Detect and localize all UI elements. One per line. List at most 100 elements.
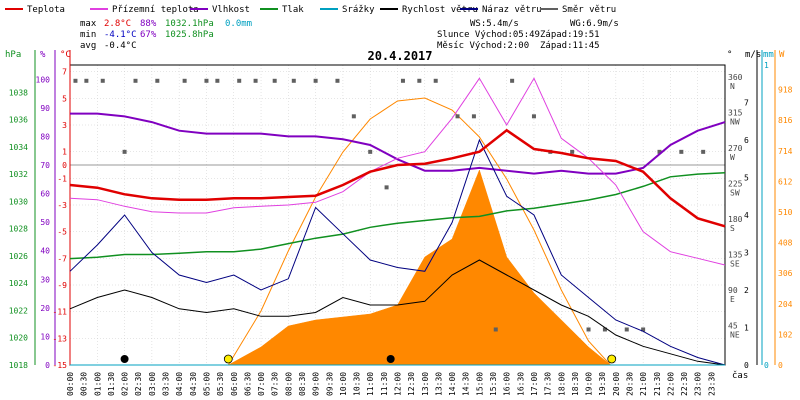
wind-direction-point [400, 78, 405, 83]
axis-title-ms: m/s [745, 50, 761, 60]
wind-gust-avg: WG:6.9m/s [570, 19, 619, 29]
moon-set: Západ:11:45 [540, 41, 600, 51]
x-tick-label: 04:30 [189, 372, 198, 396]
wind-direction-point [253, 78, 258, 83]
wind-direction-point [493, 327, 498, 332]
max-label: max [80, 19, 97, 29]
legend-label: Směr větru [562, 5, 616, 15]
x-tick-label: 21:30 [653, 372, 662, 396]
wind-direction-point [570, 149, 575, 154]
wind-tick-label: 7 [744, 99, 749, 108]
series-wind-speed [69, 259, 726, 366]
x-tick-label: 05:30 [216, 372, 225, 396]
rain-tick-label: 0 [764, 361, 769, 370]
wind-tick-label: 4 [744, 211, 749, 220]
wind-direction-point [384, 185, 389, 190]
sun-marker [607, 354, 617, 364]
x-tick-label: 08:00 [284, 372, 293, 396]
wind-direction-point [586, 327, 591, 332]
wind-direction-point [531, 114, 536, 119]
pressure-tick-label: 1024 [9, 279, 28, 288]
direction-letter-label: NE [730, 330, 740, 339]
x-tick-label: 19:00 [585, 372, 594, 396]
axis-title-pct: % [40, 50, 46, 60]
x-tick-label: 06:30 [243, 372, 252, 396]
humidity-tick-label: 60 [40, 190, 50, 199]
x-tick-label: 22:00 [666, 372, 675, 396]
axis-title-mm: mm [763, 50, 774, 60]
x-tick-label: 11:30 [380, 372, 389, 396]
min-label: min [80, 30, 96, 40]
wind-tick-label: 2 [744, 286, 749, 295]
pressure-tick-label: 1030 [9, 197, 28, 206]
humidity-tick-label: 20 [40, 304, 50, 313]
x-tick-label: 16:00 [503, 372, 512, 396]
solar-tick-label: 0 [778, 361, 783, 370]
humidity-tick-label: 90 [40, 104, 50, 113]
axis-title-temp: °C [60, 50, 71, 60]
solar-tick-label: 408 [778, 239, 793, 248]
x-tick-label: 23:30 [707, 372, 716, 396]
temperature-tick-label: 5 [62, 94, 67, 103]
wind-direction-point [100, 78, 105, 83]
direction-tick-label: 225 [728, 179, 743, 188]
x-tick-label: 23:00 [694, 372, 703, 396]
x-tick-label: 01:30 [107, 372, 116, 396]
legend-label: Srážky [342, 5, 375, 15]
legend-label: Vlhkost [212, 5, 250, 15]
x-tick-label: 17:30 [544, 372, 553, 396]
sun-marker [223, 354, 233, 364]
wind-direction-point [313, 78, 318, 83]
direction-tick-label: 360 [728, 73, 743, 82]
chart-title: 20.4.2017 [367, 49, 432, 63]
wind-direction-point [657, 149, 662, 154]
wind-direction-point [84, 78, 89, 83]
wind-direction-point [122, 149, 127, 154]
x-tick-label: 03:00 [148, 372, 157, 396]
wind-direction-point [417, 78, 422, 83]
direction-letter-label: S [730, 224, 735, 233]
pressure-tick-label: 1028 [9, 225, 28, 234]
wind-direction-point [701, 149, 706, 154]
x-tick-label: 16:30 [516, 372, 525, 396]
min-temp: -4.1°C [104, 30, 137, 40]
moon-marker [386, 355, 395, 363]
x-tick-label: 15:30 [489, 372, 498, 396]
wind-tick-label: 6 [744, 136, 749, 145]
x-tick-label: 04:00 [175, 372, 184, 396]
direction-tick-label: 45 [728, 321, 738, 330]
axes: 1018102010221024102610281030103210341036… [9, 50, 793, 370]
min-hum: 67% [140, 30, 157, 40]
humidity-tick-label: 70 [40, 161, 50, 170]
x-tick-label: 09:00 [312, 372, 321, 396]
x-tick-label: 09:30 [325, 372, 334, 396]
x-tick-label: 13:00 [421, 372, 430, 396]
temperature-tick-label: -9 [57, 281, 67, 290]
direction-tick-label: 270 [728, 144, 743, 153]
wind-direction-point [641, 327, 646, 332]
axis-title-cas: čas [732, 370, 748, 381]
legend: Teplota Přízemní teplota Vlhkost Tlak Srážky… [5, 5, 616, 15]
axis-titles: hPa % °C ° m/s mm W čas [5, 50, 785, 381]
series-humidity [70, 112, 726, 175]
avg-temp: -0.4°C [104, 41, 137, 51]
solar-tick-label: 306 [778, 269, 793, 278]
series-temperature [69, 128, 726, 228]
direction-tick-label: 180 [728, 215, 743, 224]
pressure-tick-label: 1032 [9, 170, 28, 179]
x-tick-label: 19:30 [598, 372, 607, 396]
wind-direction-point [133, 78, 138, 83]
direction-tick-label: 90 [728, 286, 738, 295]
pressure-tick-label: 1026 [9, 252, 28, 261]
pressure-tick-label: 1038 [9, 88, 28, 97]
max-hum: 88% [140, 19, 157, 29]
x-tick-labels: 00:00 00:30 01:00 01:30 02:00 02:30 03:00 03:30… [66, 372, 716, 396]
solar-tick-label: 204 [778, 300, 793, 309]
series-pressure [69, 171, 726, 260]
x-tick-label: 10:00 [339, 372, 348, 396]
x-tick-label: 20:00 [612, 372, 621, 396]
direction-letter-label: NW [730, 117, 740, 126]
temperature-tick-label: -5 [57, 228, 67, 237]
x-tick-label: 18:30 [571, 372, 580, 396]
